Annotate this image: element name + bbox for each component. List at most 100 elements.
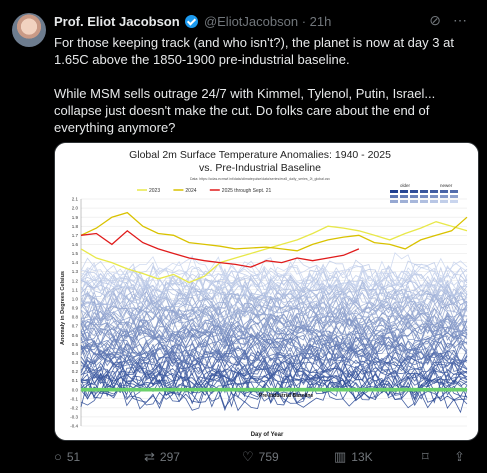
y-tick-label: -0.3 [70, 415, 78, 420]
chart-data-source: Data: https://cdas.ecmwf.int/data/climat… [190, 177, 330, 181]
tweet-media-chart[interactable]: Global 2m Surface Temperature Anomalies:… [54, 142, 479, 441]
scale-swatch [410, 190, 418, 193]
avatar[interactable] [12, 13, 46, 47]
tweet-actions: ○ 51 ⇄ 297 ♡ 759 ▥ 13K ⌑ ⇪ [54, 449, 474, 467]
y-tick-label: -0.4 [70, 424, 78, 429]
y-tick-label: 1.9 [72, 215, 79, 220]
x-axis-label: Day of Year [251, 432, 284, 438]
series-line-2025 [80, 229, 360, 268]
like-count: 759 [258, 450, 279, 464]
highlight-series [80, 211, 468, 284]
history-line [80, 313, 468, 352]
share-icon: ⇪ [454, 449, 465, 464]
timestamp[interactable]: 21h [309, 14, 332, 29]
y-tick-label: -0.2 [70, 405, 78, 410]
history-line [80, 279, 468, 320]
author-handle[interactable]: @EliotJacobson [203, 14, 299, 29]
scale-swatch [440, 195, 448, 198]
pre-industrial-baseline: Pre-Industrial Baseline [81, 387, 467, 399]
y-tick-label: 0.2 [72, 369, 79, 374]
scale-swatch [440, 190, 448, 193]
history-line [80, 284, 468, 322]
history-line [80, 257, 468, 295]
scale-swatch [450, 190, 458, 193]
scale-swatch [420, 200, 428, 203]
series-line-2023 [80, 221, 468, 284]
scale-swatch [450, 200, 458, 203]
chart-title: Global 2m Surface Temperature Anomalies:… [129, 149, 391, 161]
heart-icon: ♡ [242, 449, 254, 464]
y-tick-label: 1.7 [72, 233, 79, 238]
reply-button[interactable]: ○ 51 [54, 449, 80, 464]
scale-swatch [400, 190, 408, 193]
repost-button[interactable]: ⇄ 297 [144, 449, 180, 465]
temperature-chart: Global 2m Surface Temperature Anomalies:… [55, 143, 478, 440]
author-name[interactable]: Prof. Eliot Jacobson [54, 14, 180, 29]
older-newer-scale: older newer [390, 183, 458, 203]
newer-label: newer [440, 183, 453, 188]
history-line [80, 336, 468, 374]
y-tick-label: 2.0 [72, 206, 79, 211]
y-axis-label: Anomaly in Degrees Celsius [60, 271, 66, 345]
y-tick-label: 2.1 [72, 197, 79, 202]
y-tick-label: 0.7 [72, 324, 79, 329]
scale-swatch [420, 190, 428, 193]
repost-count: 297 [159, 450, 180, 464]
history-line [80, 367, 468, 404]
scale-swatch [420, 195, 428, 198]
header-icons: ⊘ ⋯ [417, 12, 467, 29]
history-line [80, 283, 468, 323]
like-button[interactable]: ♡ 759 [242, 449, 279, 465]
history-line [80, 308, 468, 346]
grok-icon[interactable]: ⊘ [429, 12, 441, 28]
bookmark-button[interactable]: ⌑ [422, 449, 429, 465]
history-line [80, 333, 468, 369]
reply-count: 51 [66, 449, 81, 464]
scale-swatch [450, 195, 458, 198]
scale-swatch [410, 195, 418, 198]
y-tick-label: 1.4 [72, 260, 79, 265]
legend-entry: 2024 [185, 188, 196, 194]
repost-icon: ⇄ [144, 449, 155, 464]
y-tick-label: 1.1 [72, 287, 79, 292]
scale-swatch [390, 195, 398, 198]
view-count: 13K [351, 450, 373, 464]
y-tick-label: 0.1 [72, 378, 79, 383]
tweet-text: For those keeping track (and who isn't?)… [54, 34, 474, 153]
history-line [80, 326, 468, 364]
history-line [80, 275, 468, 315]
separator-dot: · [301, 14, 307, 29]
y-tick-label: -0.1 [70, 396, 78, 401]
history-line [80, 260, 468, 301]
y-tick-label: 1.0 [72, 296, 79, 301]
legend-entry: 2025 through Sept. 21 [222, 188, 272, 194]
history-line [80, 254, 468, 294]
y-tick-label: 1.6 [72, 242, 79, 247]
share-button[interactable]: ⇪ [454, 449, 465, 465]
chart-legend: 2023 2024 2025 through Sept. 21 [137, 188, 272, 194]
y-tick-label: 0.4 [72, 351, 79, 356]
y-tick-labels: 2.1 2.0 1.9 1.8 1.7 1.6 1.5 1.4 1.3 1.2 1.1 1.0 0.9 0… [70, 197, 78, 429]
history-line [80, 325, 468, 361]
views-button[interactable]: ▥ 13K [334, 449, 373, 465]
y-tick-label: 1.8 [72, 224, 79, 229]
more-icon[interactable]: ⋯ [453, 12, 467, 28]
scale-swatch [400, 195, 408, 198]
scale-swatch [400, 200, 408, 203]
historical-series [80, 252, 468, 414]
older-label: older [400, 183, 411, 188]
history-line [80, 348, 468, 385]
history-line [80, 367, 468, 404]
history-line [80, 252, 468, 290]
chart-subtitle: vs. Pre-Industrial Baseline [199, 162, 321, 174]
history-line [80, 369, 468, 407]
scale-swatch [430, 190, 438, 193]
history-line [80, 259, 468, 299]
y-tick-label: 1.2 [72, 278, 79, 283]
y-tick-label: 0.3 [72, 360, 79, 365]
history-line [80, 343, 468, 385]
history-line [80, 324, 468, 362]
scale-swatch [410, 200, 418, 203]
y-tick-label: 0.5 [72, 342, 79, 347]
